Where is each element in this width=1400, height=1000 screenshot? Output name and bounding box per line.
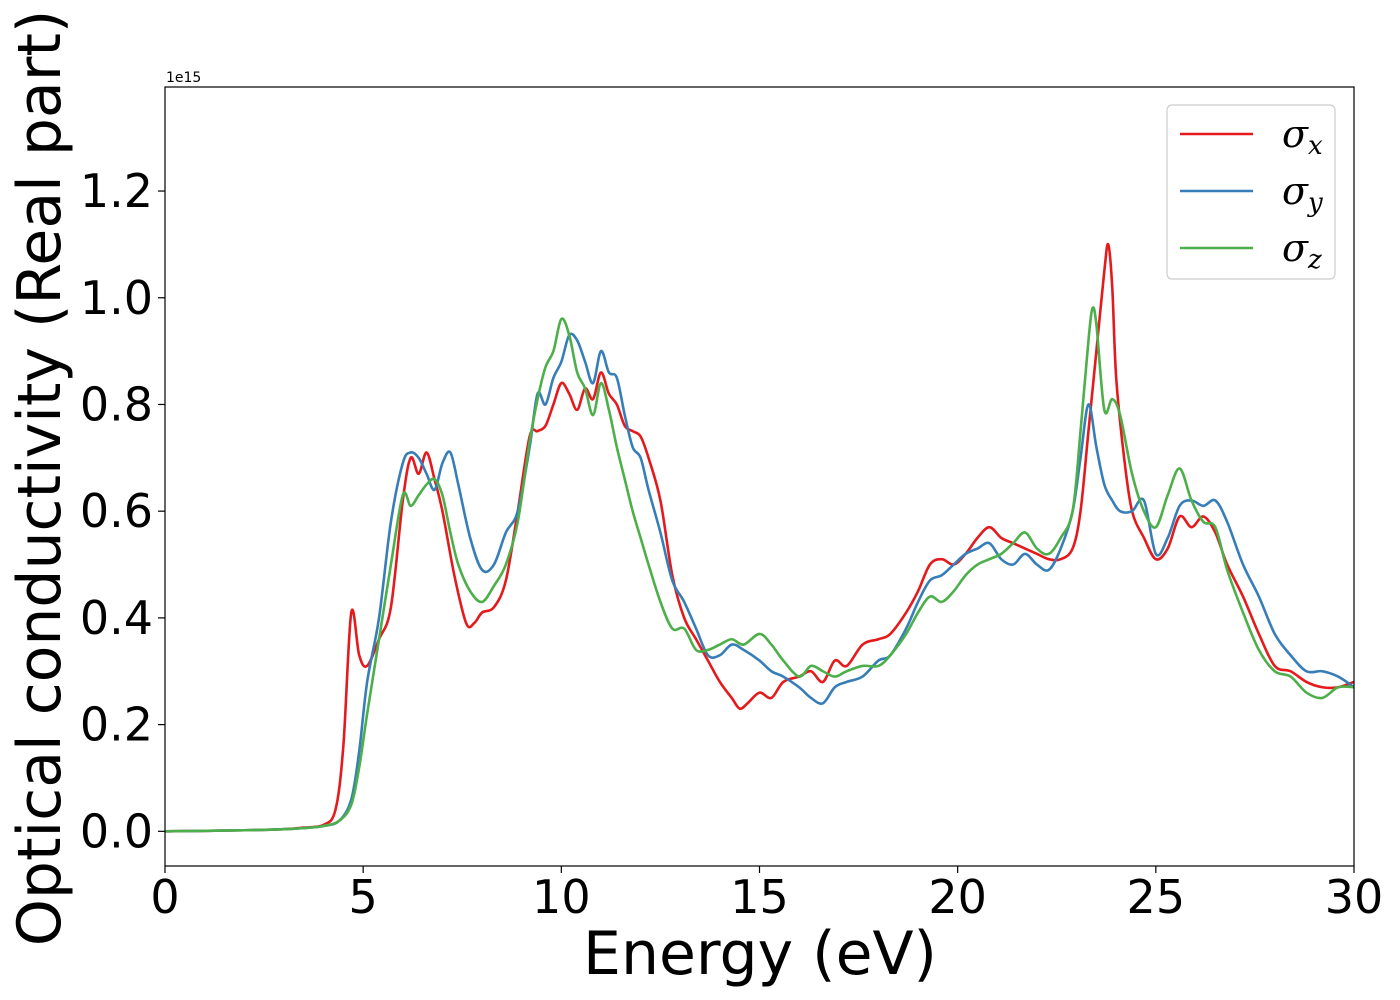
plot-area-frame [164,86,1355,867]
legend-label-z: σz [1282,226,1322,275]
legend-label-x: σx [1282,112,1323,161]
series-line-z [165,306,1354,833]
y-tick-label: 0.0 [80,804,153,858]
x-tick-label: 15 [730,870,789,924]
y-axis-label: Optical conductivity (Real part) [5,10,75,947]
series-layer [165,242,1354,833]
x-tick-label: 5 [349,870,378,924]
y-tick-label: 0.8 [80,377,153,431]
series-line-y [165,332,1354,833]
x-tick-label: 20 [928,870,987,924]
y-offset-text: 1e15 [166,70,201,86]
x-axis-label: Energy (eV) [583,919,937,989]
y-tick-label: 1.0 [80,271,153,325]
y-tick-label: 0.6 [80,484,153,538]
x-tick-label: 10 [532,870,591,924]
ticks-layer: 0 5 10 15 20 25 30 0.0 0.2 0.4 0.6 0.8 1.0 1.2 [80,164,1383,924]
x-tick-label: 0 [150,870,179,924]
y-tick-label: 1.2 [80,164,153,218]
legend-label-y: σy [1282,169,1323,218]
x-tick-label: 30 [1325,870,1384,924]
legend: σx σy σz [1166,104,1336,280]
y-tick-label: 0.4 [80,591,153,645]
x-tick-label: 25 [1127,870,1186,924]
y-tick-label: 0.2 [80,698,153,752]
